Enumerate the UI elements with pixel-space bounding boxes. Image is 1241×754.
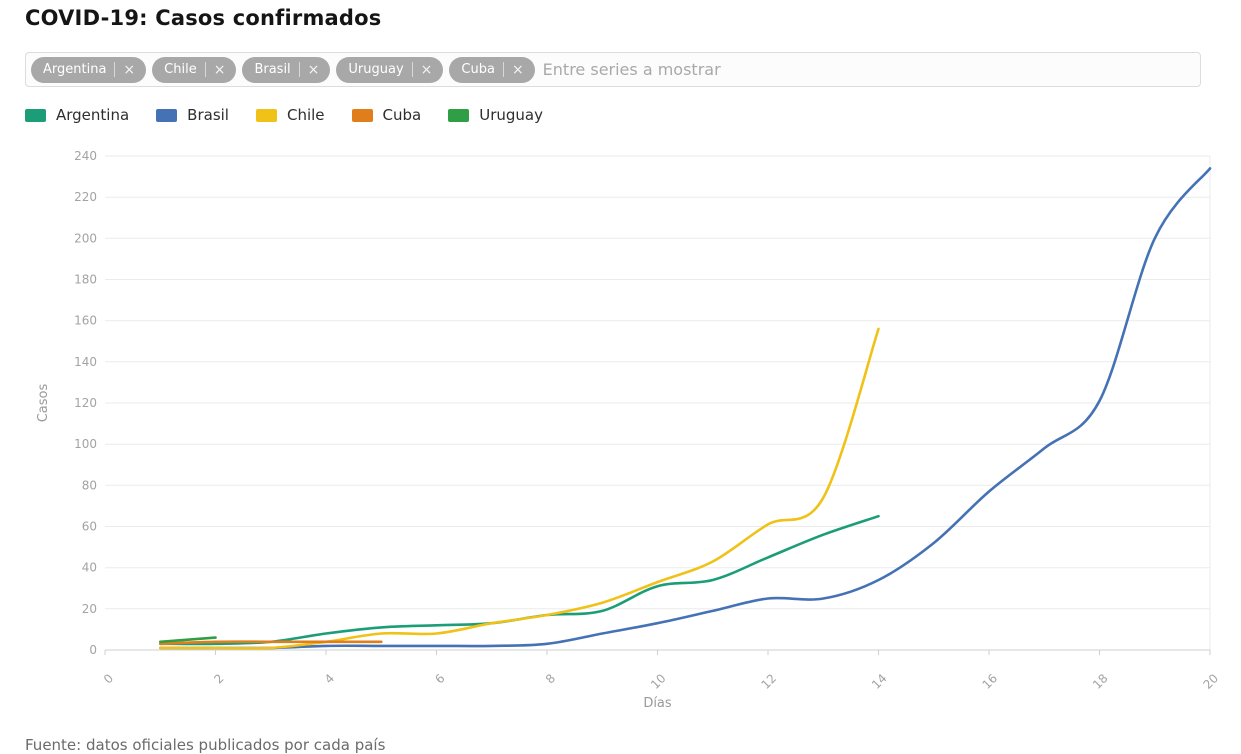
legend-label: Cuba <box>382 106 422 124</box>
svg-text:100: 100 <box>74 437 97 451</box>
legend-item-uruguay: Uruguay <box>448 106 543 124</box>
legend-label: Argentina <box>56 106 130 124</box>
remove-tag-icon[interactable]: × <box>213 61 226 78</box>
series-tag-label: Chile <box>164 62 197 77</box>
series-tag-cuba: Cuba × <box>449 56 535 83</box>
legend-swatch-icon <box>448 108 470 122</box>
y-axis-title: Casos <box>36 384 51 423</box>
legend-swatch-icon <box>255 108 277 122</box>
svg-text:140: 140 <box>74 355 97 369</box>
svg-text:120: 120 <box>74 396 97 410</box>
legend-label: Brasil <box>187 106 229 124</box>
svg-text:14: 14 <box>869 671 890 692</box>
svg-text:10: 10 <box>648 671 669 692</box>
series-tag-label: Uruguay <box>348 62 404 77</box>
remove-tag-icon[interactable]: × <box>307 61 320 78</box>
tag-divider <box>204 62 206 77</box>
svg-text:200: 200 <box>74 231 97 245</box>
remove-tag-icon[interactable]: × <box>420 61 433 78</box>
legend-item-brasil: Brasil <box>156 106 229 124</box>
series-tag-uruguay: Uruguay × <box>336 56 444 83</box>
page-title: COVID-19: Casos confirmados <box>25 6 382 30</box>
series-tag-chile: Chile × <box>152 56 237 83</box>
y-grid <box>105 155 1211 650</box>
legend: Argentina Brasil Chile Cuba Uruguay <box>25 106 543 124</box>
legend-label: Chile <box>286 106 325 124</box>
series-line-brasil[interactable] <box>159 167 1212 650</box>
series-tag-label: Brasil <box>254 62 291 77</box>
legend-swatch-icon <box>25 108 46 122</box>
tag-divider <box>298 62 300 77</box>
remove-tag-icon[interactable]: × <box>123 61 136 78</box>
tag-divider <box>114 62 116 77</box>
svg-text:6: 6 <box>432 671 447 686</box>
x-axis-labels: 0 2 4 6 8 10 12 14 16 18 20 <box>101 671 1221 692</box>
x-axis <box>104 649 1211 655</box>
legend-item-argentina: Argentina <box>25 106 129 124</box>
series-input[interactable]: Argentina × Chile × Brasil × Uruguay × Cuba × <box>25 52 1201 87</box>
legend-swatch-icon <box>156 108 178 122</box>
svg-text:18: 18 <box>1090 671 1111 692</box>
svg-text:4: 4 <box>322 671 337 686</box>
svg-text:60: 60 <box>82 520 97 534</box>
svg-text:2: 2 <box>211 671 226 686</box>
series-tag-brasil: Brasil × <box>242 56 331 83</box>
series-tag-label: Cuba <box>461 62 495 77</box>
tag-divider <box>502 62 504 77</box>
svg-text:16: 16 <box>979 671 1000 692</box>
svg-text:40: 40 <box>82 561 97 575</box>
series-tag-label: Argentina <box>43 62 107 77</box>
svg-text:160: 160 <box>74 314 97 328</box>
legend-label: Uruguay <box>479 106 543 124</box>
x-axis-title: Días <box>643 696 672 711</box>
series-line-uruguay[interactable] <box>159 636 217 644</box>
series-search-input[interactable] <box>540 59 1192 80</box>
series-tag-argentina: Argentina × <box>31 56 147 83</box>
svg-text:220: 220 <box>74 190 97 204</box>
svg-text:180: 180 <box>74 273 97 287</box>
series-line-chile[interactable] <box>159 327 880 650</box>
svg-text:20: 20 <box>1200 671 1221 692</box>
legend-item-cuba: Cuba <box>351 106 422 124</box>
y-axis-labels: 0 20 40 60 80 100 120 140 160 180 200 220 240 <box>74 149 97 657</box>
svg-text:20: 20 <box>82 602 97 616</box>
svg-text:0: 0 <box>89 643 97 657</box>
remove-tag-icon[interactable]: × <box>511 61 524 78</box>
tag-divider <box>411 62 413 77</box>
legend-swatch-icon <box>351 108 373 122</box>
series-line-cuba[interactable] <box>159 640 383 646</box>
svg-text:8: 8 <box>543 671 558 686</box>
footer-source: Fuente: datos oficiales publicados por c… <box>25 736 386 754</box>
svg-text:12: 12 <box>758 671 779 692</box>
svg-text:240: 240 <box>74 149 97 163</box>
svg-text:80: 80 <box>82 478 97 492</box>
svg-text:0: 0 <box>101 671 116 686</box>
series-line-argentina[interactable] <box>159 514 880 646</box>
legend-item-chile: Chile <box>255 106 325 124</box>
